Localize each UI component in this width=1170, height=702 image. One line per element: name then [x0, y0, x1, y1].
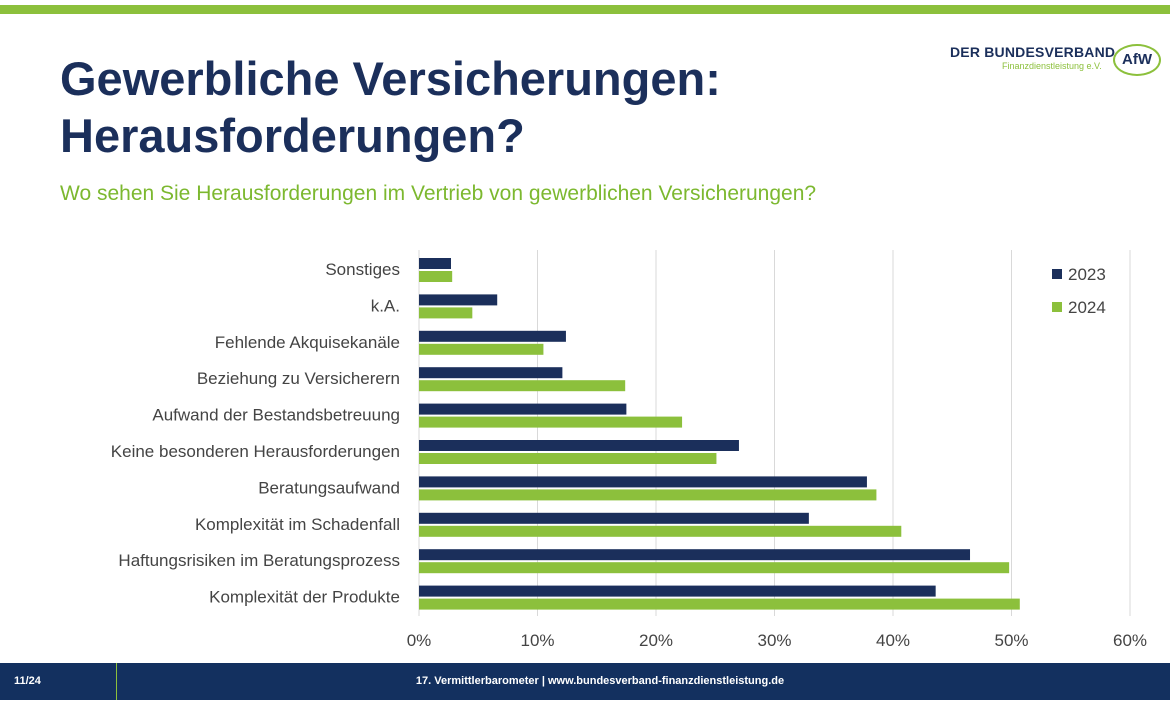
- x-tick-label: 0%: [407, 631, 432, 650]
- bar-2024: [419, 416, 683, 428]
- logo-badge: AfW: [1113, 44, 1161, 76]
- bar-2023: [419, 330, 566, 342]
- x-tick-label: 10%: [520, 631, 554, 650]
- bar-2023: [419, 549, 971, 561]
- logo: DER BUNDESVERBAND Finanzdienstleistung e…: [950, 44, 1161, 76]
- page-number: 11/24: [14, 675, 41, 687]
- footer: 11/24 17. Vermittlerbarometer | www.bund…: [0, 663, 1170, 700]
- page-title: Gewerbliche Versicherungen: Herausforder…: [60, 50, 721, 164]
- x-tick-label: 50%: [994, 631, 1028, 650]
- category-label: k.A.: [371, 296, 400, 315]
- logo-line2: Finanzdienstleistung e.V.: [1002, 61, 1102, 71]
- category-label: Fehlende Akquisekanäle: [215, 333, 400, 352]
- legend-swatch-2023: [1052, 269, 1062, 279]
- bar-2024: [419, 307, 473, 319]
- subtitle: Wo sehen Sie Herausforderungen im Vertri…: [60, 182, 817, 205]
- bar-2024: [419, 380, 626, 392]
- category-label: Haftungsrisiken im Beratungsprozess: [118, 551, 400, 570]
- x-tick-label: 60%: [1113, 631, 1147, 650]
- category-label: Sonstiges: [325, 260, 400, 279]
- footer-divider: [116, 663, 117, 700]
- category-label: Keine besonderen Herausforderungen: [111, 442, 400, 461]
- x-tick-label: 20%: [639, 631, 673, 650]
- bar-2023: [419, 294, 498, 306]
- category-label: Komplexität der Produkte: [209, 588, 400, 607]
- category-label: Komplexität im Schadenfall: [195, 515, 400, 534]
- bar-2024: [419, 525, 902, 537]
- bar-2023: [419, 512, 809, 524]
- footer-text: 17. Vermittlerbarometer | www.bundesverb…: [415, 675, 785, 687]
- top-accent-bar: [0, 5, 1170, 14]
- bar-2024: [419, 598, 1020, 610]
- bar-2023: [419, 476, 867, 488]
- title-line-1: Gewerbliche Versicherungen:: [60, 52, 721, 105]
- bar-2023: [419, 367, 563, 379]
- bar-2024: [419, 453, 717, 464]
- category-label: Aufwand der Bestandsbetreuung: [152, 406, 400, 425]
- legend-swatch-2024: [1052, 302, 1062, 312]
- bar-2024: [419, 271, 453, 282]
- bar-2024: [419, 343, 544, 355]
- x-tick-label: 30%: [757, 631, 791, 650]
- legend-label: 2024: [1068, 298, 1106, 317]
- bar-2024: [419, 489, 877, 501]
- bar-2023: [419, 258, 451, 269]
- category-label: Beratungsaufwand: [258, 478, 400, 497]
- bar-2023: [419, 403, 627, 415]
- legend-label: 2023: [1068, 265, 1106, 284]
- bar-2023: [419, 440, 739, 451]
- title-line-2: Herausforderungen?: [60, 109, 525, 162]
- bar-2024: [419, 562, 1010, 574]
- category-label: Beziehung zu Versicherern: [197, 369, 400, 388]
- x-tick-label: 40%: [876, 631, 910, 650]
- logo-line1: DER BUNDESVERBAND: [950, 44, 1116, 60]
- bar-2023: [419, 585, 936, 597]
